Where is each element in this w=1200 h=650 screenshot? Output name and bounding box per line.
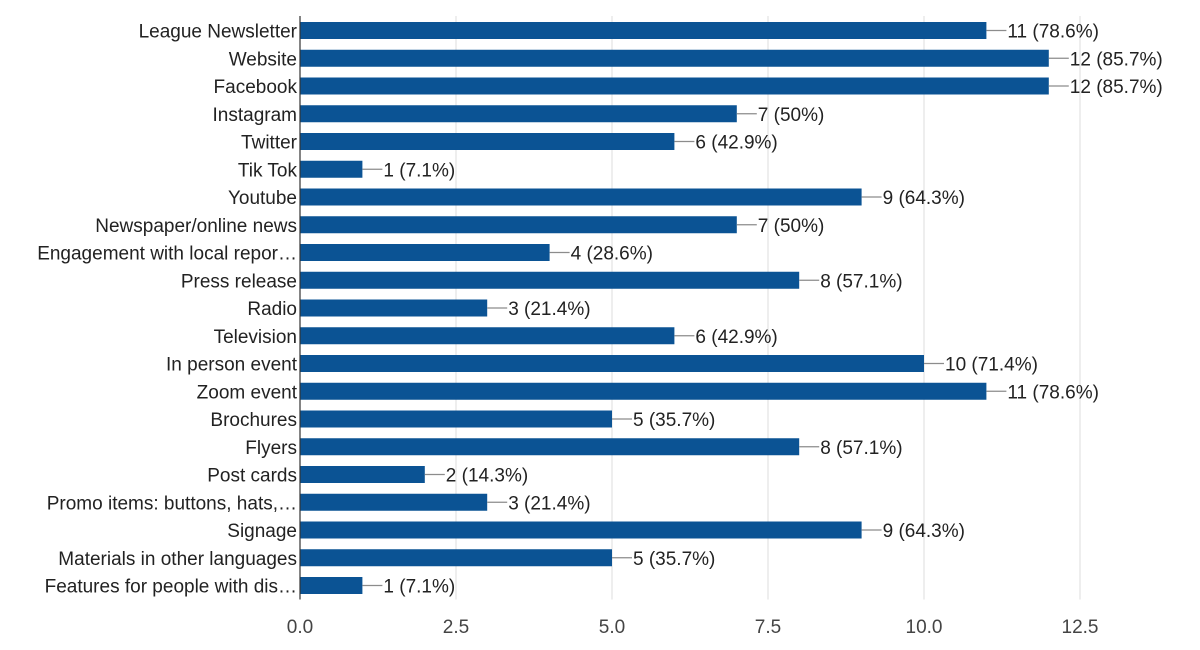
value-label: 6 (42.9%) xyxy=(695,133,777,154)
value-label: 12 (85.7%) xyxy=(1070,77,1163,98)
value-label: 1 (7.1%) xyxy=(383,577,455,598)
bar xyxy=(300,493,488,511)
bar xyxy=(300,244,550,261)
value-label: 9 (64.3%) xyxy=(883,521,965,542)
category-label: Promo items: buttons, hats,… xyxy=(47,493,297,514)
category-label: Materials in other languages xyxy=(58,549,297,570)
x-tick-label: 12.5 xyxy=(1062,617,1099,638)
bar xyxy=(300,133,675,150)
bar xyxy=(300,271,800,289)
x-tick-label: 7.5 xyxy=(755,617,781,638)
bar xyxy=(300,105,737,123)
bar xyxy=(300,355,924,372)
bars xyxy=(300,22,1069,594)
value-label: 5 (35.7%) xyxy=(633,410,715,431)
value-label: 8 (57.1%) xyxy=(820,438,902,459)
category-label: Features for people with dis… xyxy=(45,577,297,598)
x-tick-label: 10.0 xyxy=(906,617,943,638)
bar xyxy=(300,77,1049,95)
bar xyxy=(300,577,363,594)
category-label: Radio xyxy=(247,299,297,320)
bar xyxy=(300,521,862,539)
category-label: Flyers xyxy=(245,438,297,459)
category-label: Newspaper/online news xyxy=(95,216,297,237)
labels: 0.0 2.5 5.0 7.5 10.0 12.5 11 (78.6%) League New… xyxy=(37,22,1163,639)
bar xyxy=(300,188,862,206)
value-label: 3 (21.4%) xyxy=(508,493,590,514)
category-label: Brochures xyxy=(210,410,297,431)
category-label: Tik Tok xyxy=(238,160,298,181)
value-label: 3 (21.4%) xyxy=(508,299,590,320)
category-label: Twitter xyxy=(241,133,298,154)
value-label: 5 (35.7%) xyxy=(633,549,715,570)
category-label: Television xyxy=(214,327,297,348)
x-tick-label: 2.5 xyxy=(443,617,469,638)
value-label: 7 (50%) xyxy=(758,216,825,237)
bar xyxy=(300,438,800,456)
value-label: 11 (78.6%) xyxy=(1007,22,1099,43)
bar xyxy=(300,216,737,234)
value-label: 9 (64.3%) xyxy=(883,188,965,209)
category-label: League Newsletter xyxy=(139,22,298,43)
category-label: Instagram xyxy=(213,105,297,126)
value-label: 10 (71.4%) xyxy=(945,355,1038,376)
bar xyxy=(300,466,425,483)
bar xyxy=(300,382,987,400)
bar xyxy=(300,22,987,39)
category-label: Press release xyxy=(181,271,297,292)
value-label: 11 (78.6%) xyxy=(1007,382,1099,403)
x-tick-label: 0.0 xyxy=(287,617,313,638)
value-label: 6 (42.9%) xyxy=(695,327,777,348)
bar xyxy=(300,549,612,567)
category-label: Signage xyxy=(227,521,297,542)
value-label: 7 (50%) xyxy=(758,105,825,126)
value-label: 1 (7.1%) xyxy=(383,160,455,181)
category-label: Post cards xyxy=(207,466,297,487)
value-label: 2 (14.3%) xyxy=(446,466,528,487)
category-label: Facebook xyxy=(214,77,298,98)
bar xyxy=(300,299,488,317)
category-label: In person event xyxy=(166,355,298,376)
category-label: Engagement with local repor… xyxy=(37,244,297,265)
bar xyxy=(300,327,675,345)
category-label: Zoom event xyxy=(197,382,298,403)
x-tick-label: 5.0 xyxy=(599,617,625,638)
value-label: 4 (28.6%) xyxy=(571,244,653,265)
bar xyxy=(300,410,612,428)
value-label: 8 (57.1%) xyxy=(820,271,902,292)
category-label: Youtube xyxy=(228,188,297,209)
bar xyxy=(300,160,363,178)
category-label: Website xyxy=(229,49,297,70)
bar xyxy=(300,49,1049,67)
value-label: 12 (85.7%) xyxy=(1070,49,1163,70)
